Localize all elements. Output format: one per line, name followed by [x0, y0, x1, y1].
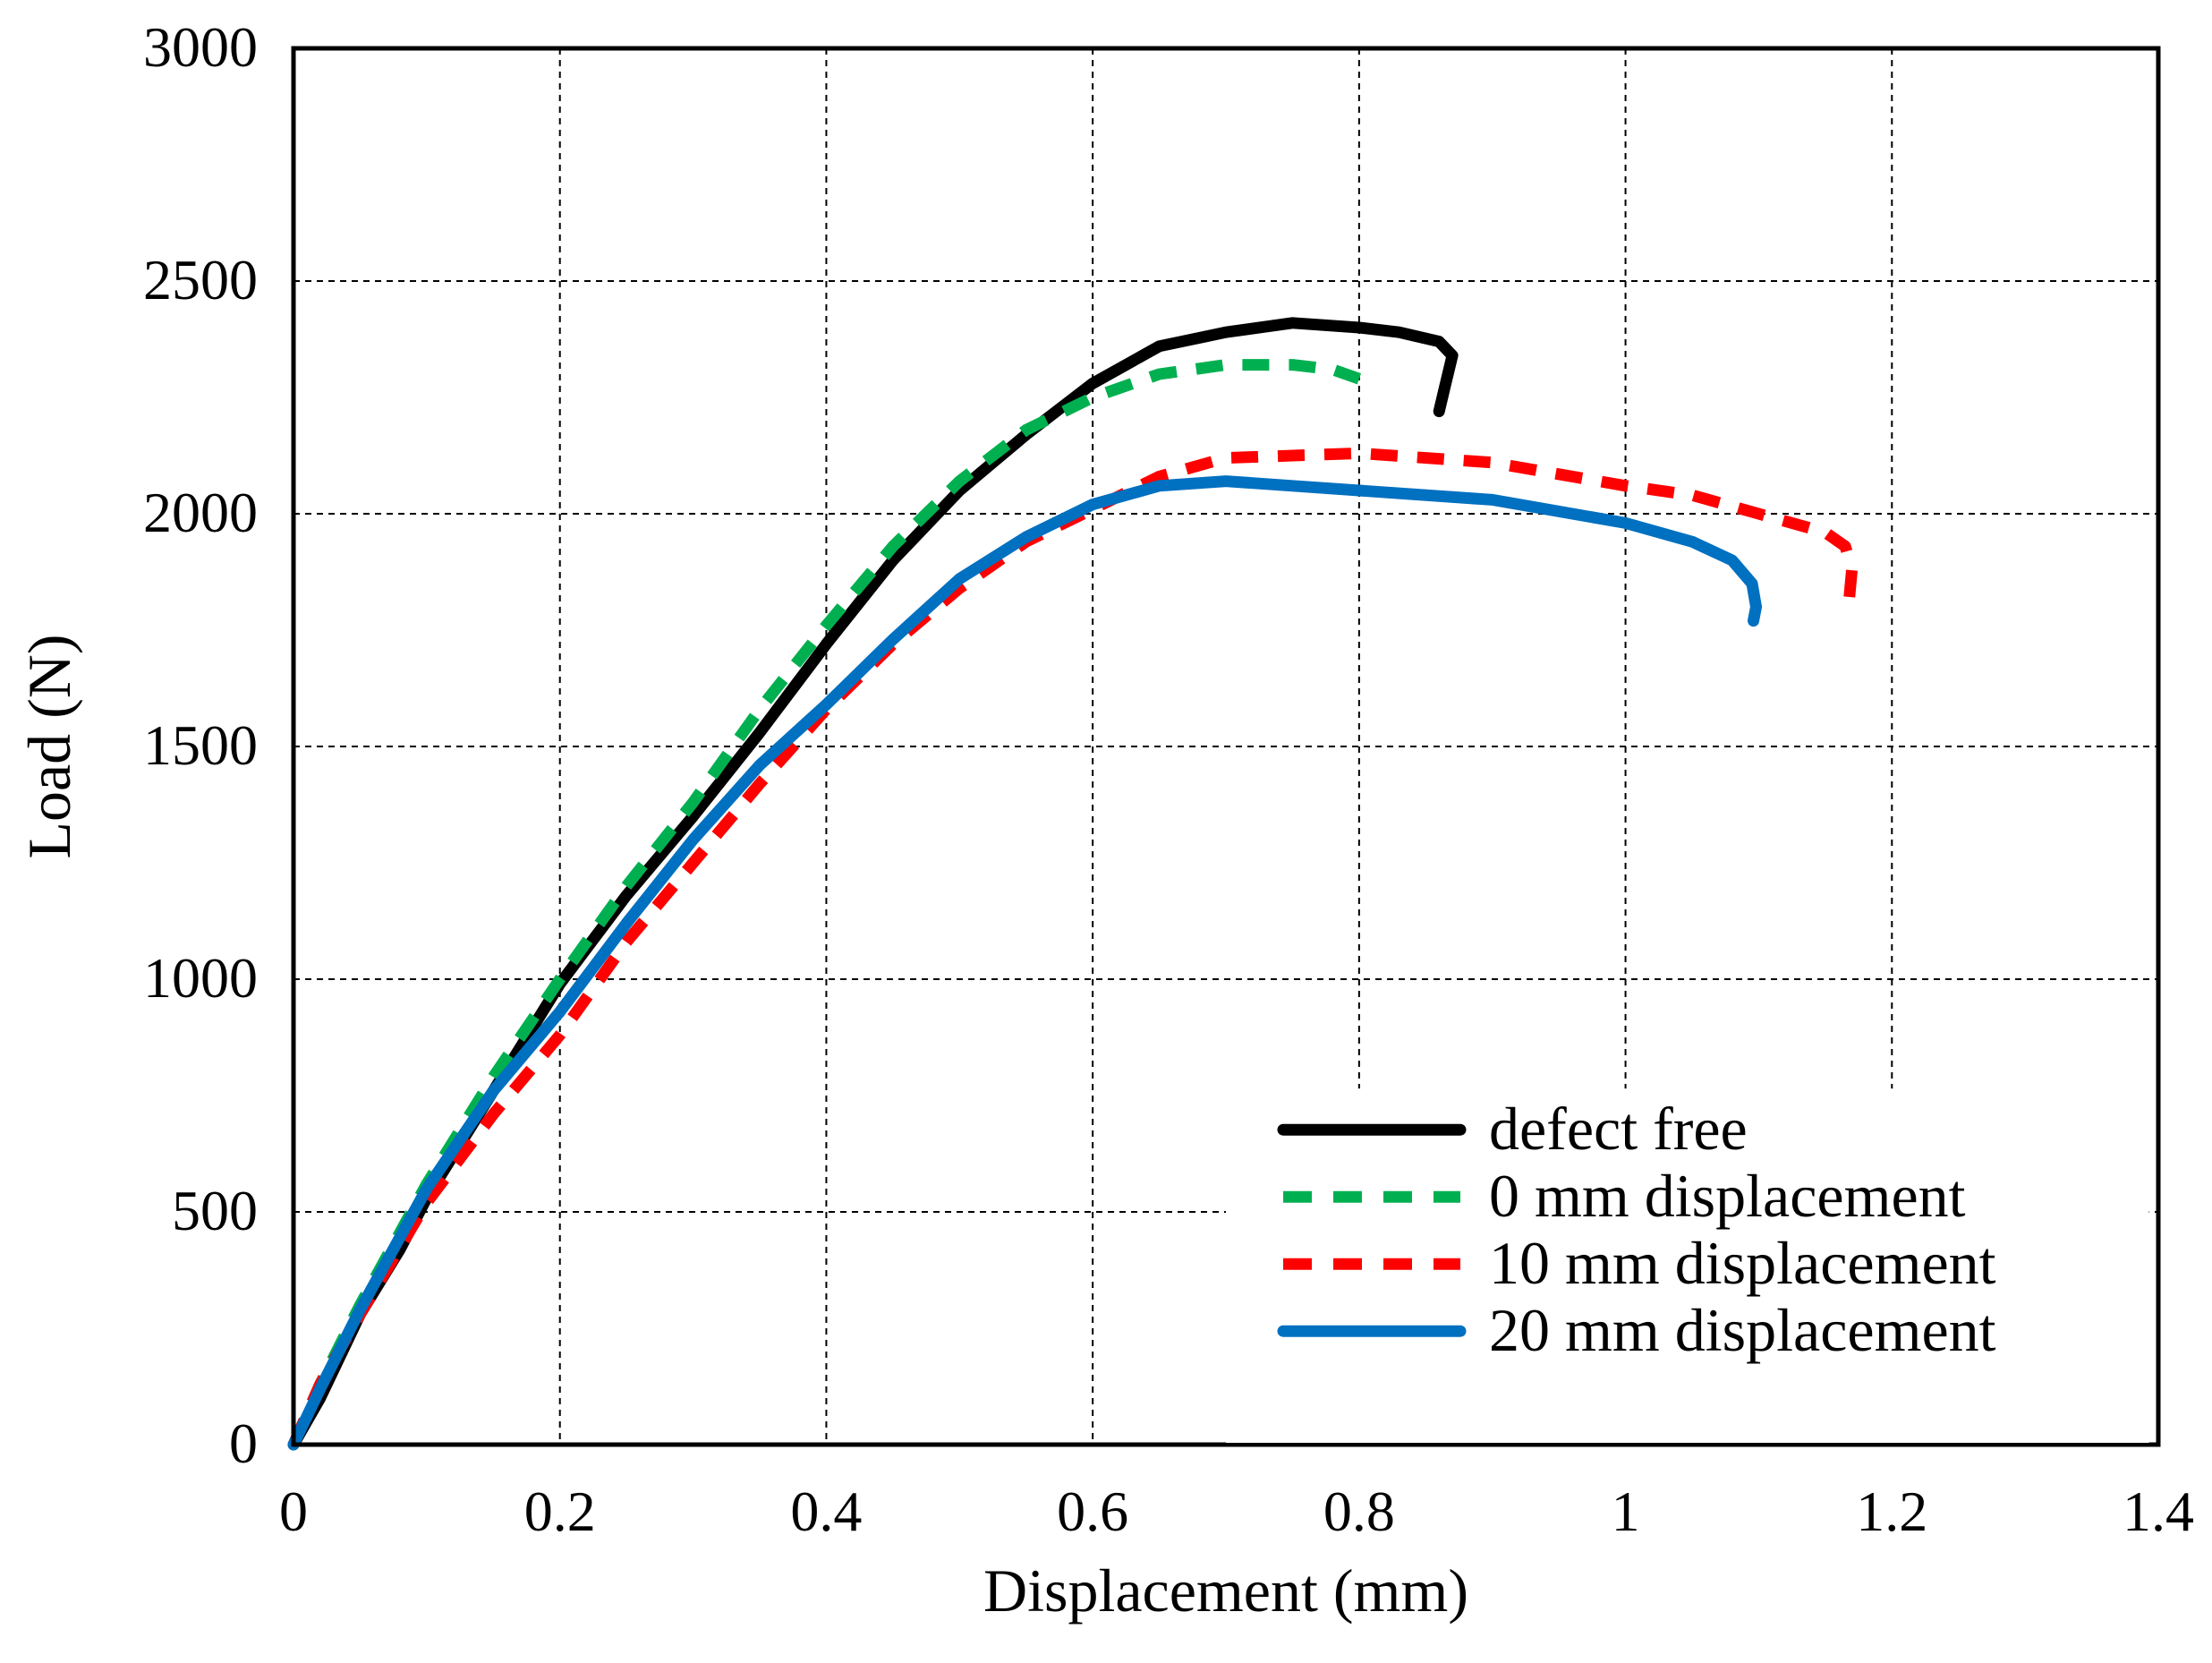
- x-tick-label: 1: [1612, 1480, 1640, 1543]
- legend-background: [1226, 1088, 2149, 1443]
- y-tick-label: 1500: [143, 713, 258, 777]
- x-tick-label: 0.8: [1323, 1480, 1395, 1543]
- y-tick-label: 0: [229, 1411, 258, 1475]
- y-tick-label: 1000: [143, 946, 258, 1010]
- series-line-4: [287, 475, 1762, 1451]
- x-tick-label: 0: [279, 1480, 308, 1543]
- legend-label-2: 0 mm displacement: [1489, 1162, 1966, 1230]
- y-axis-title: Load (N): [15, 634, 83, 858]
- x-tick-label: 0.4: [790, 1480, 862, 1543]
- y-tick-label: 3000: [143, 15, 258, 79]
- x-tick-label: 1.4: [2123, 1480, 2194, 1543]
- legend-label-3: 10 mm displacement: [1489, 1229, 1996, 1297]
- x-axis-title: Displacement (mm): [983, 1556, 1468, 1625]
- series-layer: [287, 317, 1859, 1451]
- y-tick-label: 500: [172, 1179, 258, 1242]
- plot-area-frame: [291, 46, 2161, 1447]
- legend-label-1: defect free: [1489, 1095, 1748, 1163]
- y-tick-label: 2500: [143, 248, 258, 311]
- legend-label-4: 20 mm displacement: [1489, 1296, 1996, 1364]
- x-tick-label: 1.2: [1856, 1480, 1927, 1543]
- x-tick-label: 0.2: [524, 1480, 596, 1543]
- x-tick-label: 0.6: [1057, 1480, 1128, 1543]
- y-tick-label: 2000: [143, 481, 258, 544]
- tick-labels: 0 0.2 0.4 0.6 0.8 1 1.2 1.4 0 500 1000 1500 2000 2500…: [143, 15, 2194, 1543]
